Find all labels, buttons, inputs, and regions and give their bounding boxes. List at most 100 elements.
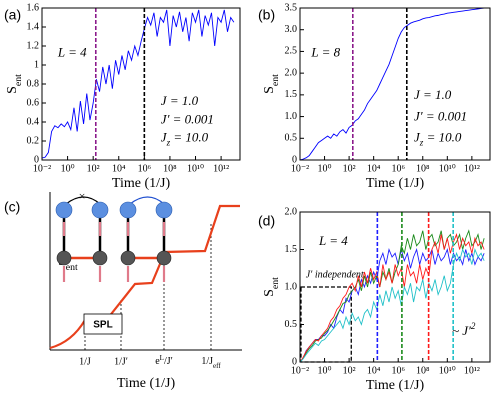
gray-spin — [156, 250, 172, 266]
x-tick-label: 10⁸ — [416, 163, 430, 174]
panel-label: (d) — [258, 213, 275, 229]
x-tick-label: 10¹⁰ — [439, 163, 456, 174]
subscript: eff — [213, 362, 221, 370]
plot-frame — [299, 7, 491, 161]
y-tick-label: 0.8 — [27, 78, 40, 89]
annotation: J′ = 0.001 — [161, 111, 214, 126]
x-tick-label: 10² — [343, 163, 356, 174]
bond-arc — [65, 196, 101, 205]
text-part: 1/J — [201, 356, 213, 367]
bond-arc — [129, 196, 165, 205]
data-line — [300, 229, 485, 362]
x-tick-label: 10¹² — [213, 163, 229, 174]
y-tick-label: 0.5 — [285, 133, 298, 144]
x-tick-label: 10² — [343, 365, 356, 376]
superscript: 2 — [471, 321, 476, 331]
x-tick-label: 10⁴ — [112, 163, 126, 174]
annotation: L = 8 — [310, 45, 340, 60]
text-part: S — [262, 289, 277, 297]
x-tick-label: 10⁶ — [391, 163, 405, 174]
y-axis-label: Sent — [5, 74, 24, 94]
x-tick-label: 10⁶ — [391, 365, 405, 376]
panel-label: (a) — [4, 7, 21, 23]
x-tick-label: 10¹² — [464, 163, 480, 174]
y-tick-label: 3.5 — [285, 2, 298, 13]
x-tick-label: 1/J — [79, 356, 91, 367]
x-tick-label: 10⁻² — [33, 163, 51, 174]
panel-label: (c) — [4, 199, 20, 215]
annotation: J′ = 0.001 — [414, 108, 467, 123]
subscript: ent — [13, 74, 24, 86]
annotation: J′ independent — [306, 269, 364, 280]
y-tick-label: 0.4 — [27, 116, 40, 127]
plot-frame — [41, 7, 241, 161]
y-tick-label: 1.4 — [27, 21, 40, 32]
text-part: ~ J′ — [452, 323, 471, 338]
y-tick-label: 1.0 — [285, 281, 298, 292]
y-axis-label: Sent — [262, 74, 281, 94]
y-tick-label: 0 — [292, 356, 297, 367]
spl-box — [83, 313, 123, 335]
subscript: ent — [270, 277, 281, 289]
annotation: J = 1.0 — [414, 87, 452, 102]
annotation: Jz = 10.0 — [161, 130, 209, 148]
annotation: J = 1.0 — [161, 93, 199, 108]
x-tick-label: 10² — [87, 163, 100, 174]
blue-spin — [155, 201, 173, 219]
text-part: S — [262, 86, 277, 94]
x-axis-label: Time (1/J) — [366, 176, 425, 191]
subscript: z — [419, 138, 424, 148]
x-axis-label: Time (1/J) — [366, 378, 425, 393]
y-tick-label: 1.6 — [27, 2, 40, 13]
x-tick-label: 1/Jeff — [201, 356, 221, 369]
x-tick-label: 10¹⁰ — [187, 163, 204, 174]
panel: 10⁻² 10⁰ 10² 10⁴ 10⁶ 10⁸ 10¹⁰ 10¹² 0 0.2 0.4 0.6 0.8… — [4, 2, 241, 191]
x-tick-label: 10⁰ — [61, 163, 75, 174]
blue-spin — [55, 201, 73, 219]
gray-spin — [92, 250, 108, 266]
text-part: e — [155, 356, 160, 367]
y-tick-label: 1.2 — [27, 40, 40, 51]
panel: 10⁻² 10⁰ 10² 10⁴ 10⁶ 10⁸ 10¹⁰ 10¹² 0 0.5 1.0 1.5 2.0… — [258, 206, 491, 393]
gray-spin — [120, 250, 136, 266]
data-line — [300, 247, 485, 362]
y-tick-label: 2.0 — [285, 206, 298, 217]
superscript: L — [160, 354, 164, 362]
x-tick-label: 10⁸ — [416, 365, 430, 376]
x-tick-label: 10⁸ — [163, 163, 177, 174]
text-part: /J′ — [164, 356, 173, 367]
text-part: = 10.0 — [170, 130, 209, 145]
x-tick-label: 10⁴ — [367, 365, 381, 376]
y-tick-label: 2.0 — [285, 67, 298, 78]
annotation: L = 4 — [318, 233, 348, 248]
text-part: J — [414, 130, 421, 145]
annotation: ~ J′2 — [452, 321, 476, 338]
y-tick-label: 1 — [34, 59, 39, 70]
subscript: z — [166, 138, 171, 148]
x-tick-label: 10⁻² — [291, 365, 309, 376]
y-axis-label: Sent — [262, 277, 281, 297]
spl-label: SPL — [93, 320, 112, 331]
staircase — [49, 204, 240, 350]
x-tick-label: 10⁶ — [138, 163, 152, 174]
panel: 10⁻² 10⁰ 10² 10⁴ 10⁶ 10⁸ 10¹⁰ 10¹² 0 0.5 1.0 1.5 2.0… — [258, 2, 491, 191]
y-tick-label: 2.5 — [285, 46, 298, 57]
blue-spin — [119, 201, 137, 219]
data-line — [42, 9, 235, 159]
y-tick-label: 0.5 — [285, 319, 298, 330]
x-tick-label: 10⁻² — [291, 163, 309, 174]
y-tick-label: 1.0 — [285, 111, 298, 122]
panel-c: (c) SPL Sent 1/J 1/J′ eL/J′ 1/Jeff Time … — [4, 189, 242, 391]
text-part: J — [161, 130, 168, 145]
y-tick-label: 0.6 — [27, 97, 40, 108]
y-tick-label: 0.2 — [27, 135, 40, 146]
x-axis-label: Time (1/J) — [117, 376, 176, 391]
x-tick-label: 10¹⁰ — [439, 365, 456, 376]
y-tick-label: 3.0 — [285, 24, 298, 35]
x-tick-label: eL/J′ — [155, 354, 173, 368]
x-tick-label: 10¹² — [464, 365, 480, 376]
data-line — [300, 8, 485, 160]
y-tick-label: 0 — [34, 154, 39, 165]
data-line — [300, 247, 485, 362]
